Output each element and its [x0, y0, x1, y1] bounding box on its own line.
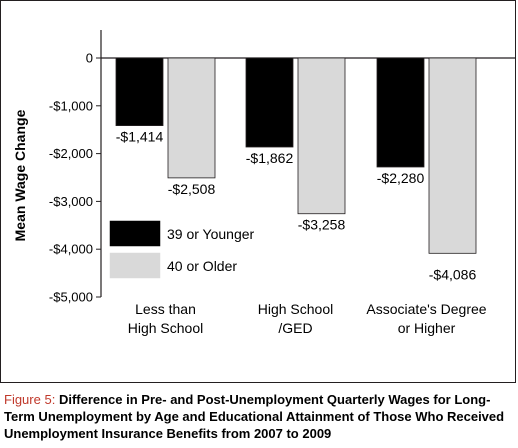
category-label: Associate's Degree: [366, 301, 486, 317]
caption-text: Difference in Pre- and Post-Unemployment…: [4, 392, 505, 441]
bar-chart: 0 -$1,000 -$2,000 -$3,000 -$4,000 -$5,000 Mean…: [12, 30, 516, 336]
bar-older: [167, 57, 216, 179]
y-tick-label: -$4,000: [49, 242, 93, 257]
legend-swatch: [109, 252, 161, 279]
data-label: -$1,862: [246, 150, 294, 166]
legend-swatch: [109, 220, 161, 247]
y-tick-label: -$5,000: [49, 290, 93, 305]
category-label: High School: [258, 301, 334, 317]
category-label: /GED: [278, 320, 312, 336]
bar-younger: [115, 57, 164, 126]
data-label: -$3,258: [298, 217, 346, 233]
category-label: High School: [128, 320, 204, 336]
bar-older: [428, 57, 477, 254]
data-label: -$2,280: [377, 170, 425, 186]
data-label: -$2,508: [168, 181, 216, 197]
caption-prefix: Figure 5:: [4, 392, 56, 407]
bar-older: [297, 57, 346, 215]
category-label: Less than: [135, 301, 196, 317]
y-tick-label: -$1,000: [49, 98, 93, 113]
bar-younger: [245, 57, 294, 148]
data-label: -$1,414: [116, 129, 164, 145]
data-label: -$4,086: [429, 266, 477, 282]
y-tick-label: -$3,000: [49, 194, 93, 209]
category-label: or Higher: [398, 320, 456, 336]
figure-caption: Figure 5: Difference in Pre- and Post-Un…: [4, 391, 514, 442]
y-tick-label: 0: [86, 51, 93, 66]
legend-label: 40 or Older: [167, 258, 237, 274]
chart-frame: [0, 0, 516, 383]
legend-label: 39 or Younger: [167, 226, 255, 242]
y-tick-label: -$2,000: [49, 146, 93, 161]
y-axis-title: Mean Wage Change: [12, 109, 28, 241]
bar-younger: [376, 57, 425, 168]
